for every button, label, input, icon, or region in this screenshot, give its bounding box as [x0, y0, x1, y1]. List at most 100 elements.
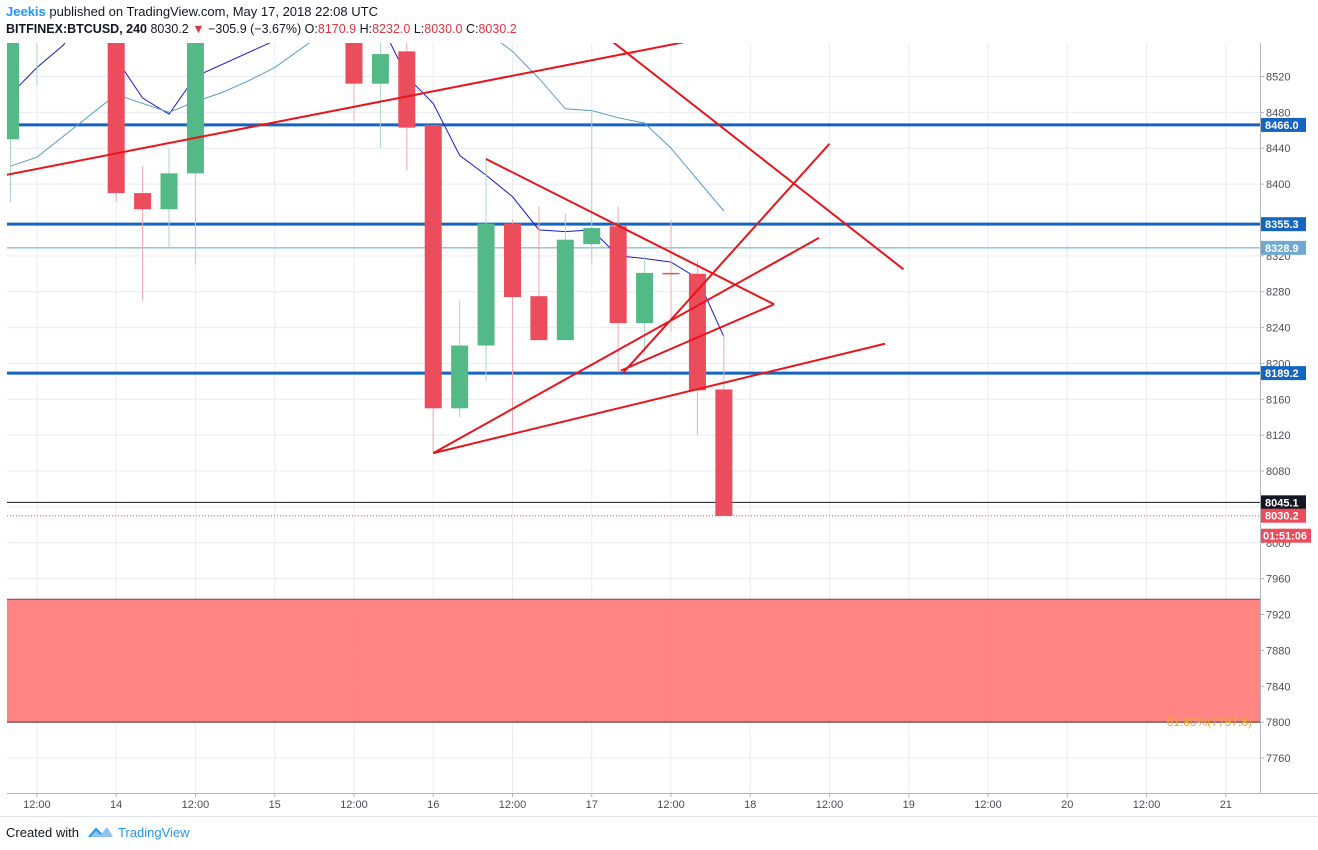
x-tick-label: 18: [744, 799, 756, 811]
candle-up: [371, 54, 389, 84]
y-tick-label: 8240: [1266, 323, 1290, 335]
x-tick-label: 12:00: [499, 799, 527, 811]
candle-up: [186, 43, 204, 174]
candle-up: [28, 5, 45, 14]
candle-down: [609, 226, 627, 324]
candle-down: [398, 51, 416, 128]
price-label-text: 8189.2: [1265, 368, 1299, 380]
tradingview-logo-icon[interactable]: [88, 824, 114, 840]
candle-up: [583, 228, 601, 245]
moving-averages: [10, 43, 725, 337]
tradingview-link[interactable]: TradingView: [118, 825, 190, 840]
y-tick-label: 8280: [1266, 287, 1290, 299]
candlesticks: [7, 5, 733, 516]
x-tick-label: 12:00: [340, 799, 368, 811]
horizontal-lines: [7, 123, 1260, 517]
candle-up: [556, 239, 574, 341]
price-label-text: 8466.0: [1265, 120, 1299, 132]
down-arrow-icon: ▼: [192, 22, 205, 36]
countdown-text: 01:51:06: [1263, 531, 1307, 543]
x-tick-label: 12:00: [182, 799, 210, 811]
price-label-box: [1261, 117, 1306, 132]
price-label-text: 8045.1: [1265, 497, 1299, 509]
countdown-box: [1261, 528, 1311, 543]
candle-up: [160, 173, 178, 210]
y-tick-label: 8120: [1266, 430, 1290, 442]
candle-down: [715, 389, 733, 516]
trendlines[interactable]: [5, 5, 905, 455]
author-link[interactable]: Jeekis: [6, 4, 46, 19]
candle-down: [134, 193, 152, 210]
y-tick-label: 7920: [1266, 610, 1290, 622]
price-label-box: [1261, 217, 1306, 232]
trendline[interactable]: [565, 5, 905, 271]
open-label: O:: [304, 22, 318, 36]
y-tick-label: 7880: [1266, 645, 1290, 657]
candle-up: [7, 43, 19, 140]
price-label-box: [1261, 508, 1306, 523]
x-tick-label: 12:00: [23, 799, 51, 811]
y-tick-label: 8400: [1266, 179, 1290, 191]
y-tick-label: 8480: [1266, 107, 1290, 119]
y-tick-label: 8440: [1266, 143, 1290, 155]
high-value: 8232.0: [372, 22, 411, 36]
symbol-legend: BITFINEX:BTCUSD, 240 8030.2 ▼ −305.9 (−3…: [6, 22, 517, 36]
trendline[interactable]: [620, 303, 775, 372]
x-tick-label: 21: [1220, 799, 1232, 811]
candle-up: [451, 345, 469, 409]
chart-header: Jeekis published on TradingView.com, May…: [0, 0, 1318, 40]
x-tick-label: 12:00: [657, 799, 685, 811]
candle-down: [345, 43, 363, 84]
candle-down: [662, 272, 680, 275]
price-change: −305.9 (−3.67%): [208, 22, 302, 36]
candle-up: [477, 223, 495, 346]
publish-info: Jeekis published on TradingView.com, May…: [6, 4, 378, 19]
target-zone: 61.80%(7797.8): [7, 598, 1260, 729]
last-price: 8030.2: [150, 22, 189, 36]
x-tick-label: 20: [1061, 799, 1073, 811]
y-tick-label: 7800: [1266, 717, 1290, 729]
moving-average-fast: [10, 43, 725, 337]
x-tick-label: 19: [903, 799, 915, 811]
trendline[interactable]: [5, 34, 724, 176]
open-value: 8170.9: [317, 22, 357, 36]
y-tick-label: 7840: [1266, 681, 1290, 693]
candle-up: [636, 272, 654, 324]
price-label-text: 8030.2: [1265, 511, 1299, 523]
trendline[interactable]: [432, 342, 886, 455]
footer: Created with TradingView: [0, 816, 1318, 850]
price-label-text: 8355.3: [1265, 219, 1299, 231]
close-label: C:: [465, 22, 479, 36]
x-tick-label: 12:00: [1133, 799, 1161, 811]
y-tick-label: 8080: [1266, 466, 1290, 478]
price-label-text: 8328.9: [1265, 243, 1299, 255]
fib-level-label: 61.80%(7797.8): [1167, 715, 1252, 729]
trendline[interactable]: [622, 143, 831, 374]
high-label: H:: [359, 22, 373, 36]
moving-average-slow: [10, 43, 725, 212]
y-tick-label: 7760: [1266, 753, 1290, 765]
y-tick-label: 8160: [1266, 394, 1290, 406]
y-tick-label: 8520: [1266, 72, 1290, 84]
price-chart[interactable]: 61.80%(7797.8) 12:00 14 12:00 15 12:00 16 12:0…: [0, 0, 1318, 816]
price-label-box: [1261, 366, 1306, 381]
candle-down: [503, 223, 521, 298]
publish-date: published on TradingView.com, May 17, 20…: [49, 4, 378, 19]
low-label: L:: [413, 22, 425, 36]
price-label-box: [1261, 240, 1306, 255]
y-tick-label: 7960: [1266, 574, 1290, 586]
candle-down: [424, 124, 442, 409]
price-label-box: [1261, 495, 1306, 510]
trendline[interactable]: [432, 237, 820, 454]
low-value: 8030.0: [424, 22, 463, 36]
close-value: 8030.2: [478, 22, 517, 36]
price-labels: 8466.0 8355.3 8328.9 8189.2 8045.1 8030.2 01:5…: [1261, 117, 1311, 543]
chart-axes: 12:00 14 12:00 15 12:00 16 12:00 17 12:00 18 12:00…: [7, 43, 1318, 811]
trendline[interactable]: [485, 158, 775, 306]
x-tick-label: 16: [427, 799, 439, 811]
x-tick-label: 14: [110, 799, 122, 811]
x-tick-label: 17: [586, 799, 598, 811]
x-tick-label: 12:00: [974, 799, 1002, 811]
candle-down: [107, 43, 125, 194]
symbol-name[interactable]: BITFINEX:BTCUSD, 240: [6, 22, 147, 36]
